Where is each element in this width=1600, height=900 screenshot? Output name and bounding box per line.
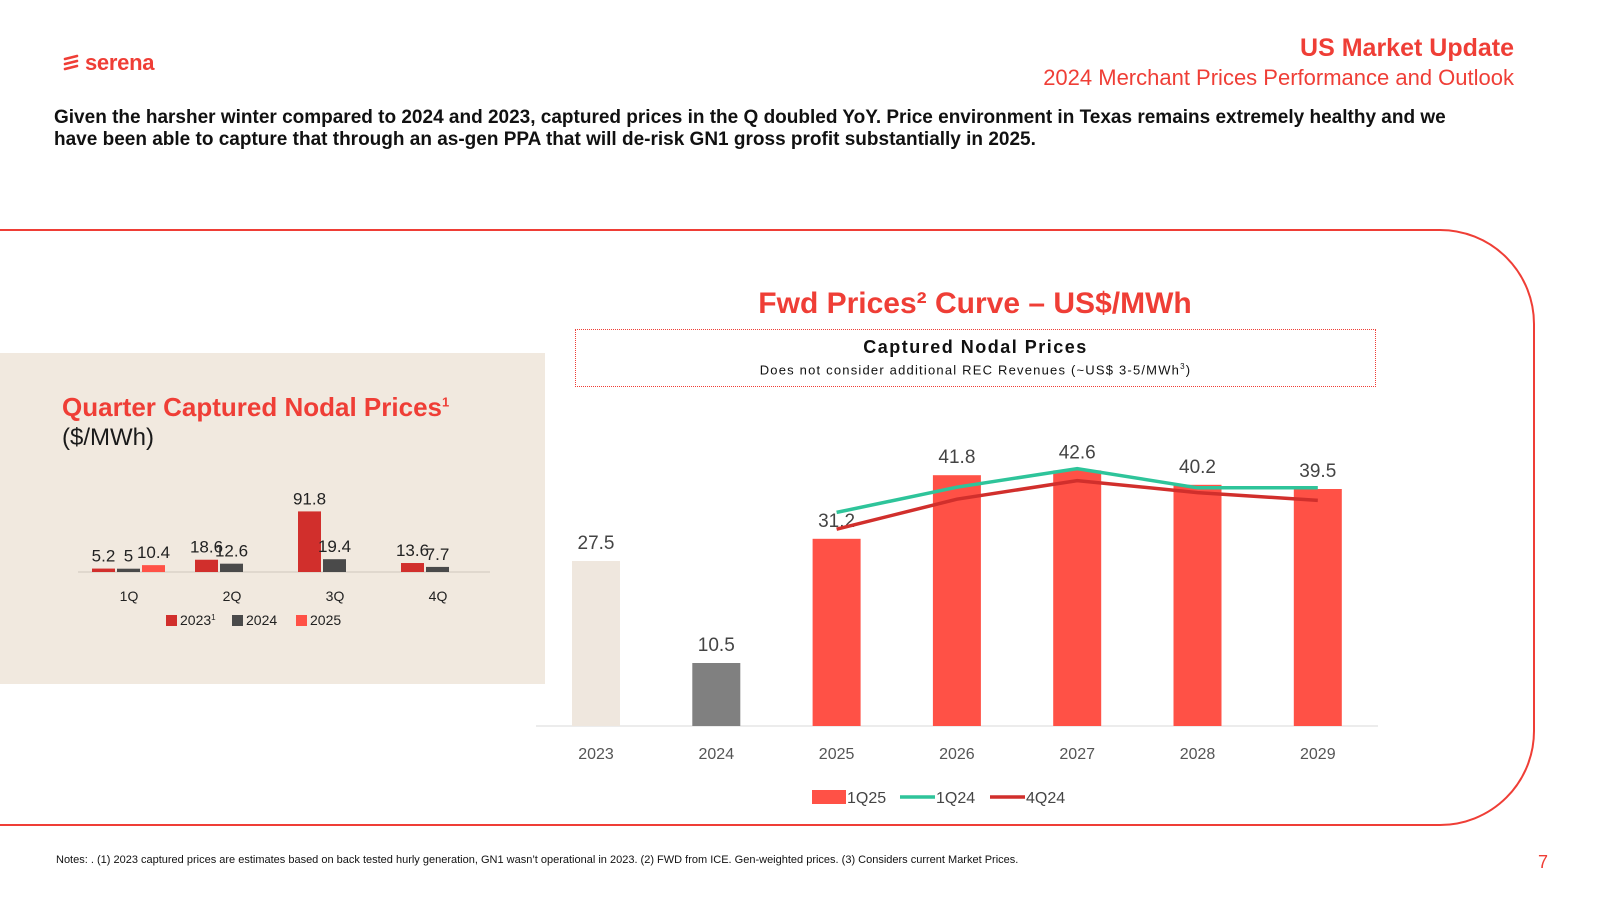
- quarter-tick-label: 3Q: [326, 588, 345, 604]
- quarter-panel: [0, 353, 545, 684]
- captured-prices-box: Captured Nodal Prices Does not consider …: [575, 329, 1376, 387]
- quarter-legend-swatch-2023: [166, 615, 177, 626]
- fwd-bar-label: 39.5: [1299, 461, 1336, 482]
- fwd-bar-2028: [1173, 484, 1222, 726]
- fwd-tick-label: 2026: [939, 746, 975, 763]
- quarter-bar-2023-3Q: [298, 511, 321, 572]
- quarter-tick-label: 2Q: [223, 588, 242, 604]
- quarter-legend-label: 20231: [180, 612, 216, 628]
- quarter-bar-label: 7.7: [426, 545, 450, 564]
- quarter-bar-label: 10.4: [137, 543, 170, 562]
- fwd-bar-label: 42.6: [1059, 442, 1096, 463]
- page-subtitle: 2024 Merchant Prices Performance and Out…: [1043, 65, 1514, 90]
- fwd-chart: 27.5202310.5202431.2202541.8202642.62027…: [536, 442, 1378, 807]
- quarter-bar-2024-3Q: [323, 559, 346, 572]
- fwd-legend-label: 1Q25: [847, 790, 886, 807]
- fwd-line-4Q24: [836, 478, 1318, 531]
- brand-logo: serena: [62, 50, 154, 76]
- fwd-legend-label: 1Q24: [936, 790, 975, 807]
- quarter-bar-label: 91.8: [293, 489, 326, 508]
- fwd-bar-label: 40.2: [1179, 457, 1216, 478]
- content-frame: [0, 229, 1535, 826]
- quarter-chart-title: Quarter Captured Nodal Prices1: [62, 392, 450, 422]
- quarter-bar-label: 5: [124, 547, 133, 566]
- fwd-bar-2025: [812, 538, 861, 726]
- quarter-bar-2023-2Q: [195, 559, 218, 572]
- quarter-bar-label: 19.4: [318, 537, 351, 556]
- fwd-legend-label: 4Q24: [1026, 790, 1065, 807]
- fwd-bar-2027: [1053, 470, 1102, 726]
- quarter-bar-2025-1Q: [142, 565, 165, 572]
- captured-box-subtitle: Does not consider additional REC Revenue…: [759, 362, 1192, 378]
- fwd-tick-label: 2027: [1059, 746, 1095, 763]
- brand-name: serena: [85, 50, 155, 75]
- quarter-legend-label: 2024: [246, 612, 277, 628]
- footnotes: Notes: . (1) 2023 captured prices are es…: [56, 854, 1019, 866]
- fwd-bar-2029: [1293, 489, 1342, 726]
- fwd-chart-title: Fwd Prices² Curve – US$/MWh: [758, 287, 1192, 320]
- quarter-bar-label: 18.6: [190, 538, 223, 557]
- fwd-bar-label: 10.5: [698, 635, 735, 656]
- serena-logo-icon: [63, 54, 79, 71]
- fwd-legend-swatch-1Q25: [812, 790, 846, 804]
- quarter-bar-label: 12.6: [215, 542, 248, 561]
- intro-text: Given the harsher winter compared to 202…: [54, 107, 1446, 150]
- quarter-bar-2024-2Q: [220, 563, 243, 572]
- quarter-legend-swatch-2024: [232, 615, 243, 626]
- quarter-bar-2024-4Q: [426, 566, 449, 572]
- quarter-bar-label: 13.6: [396, 541, 429, 560]
- fwd-tick-label: 2023: [578, 746, 614, 763]
- quarter-bar-2023-4Q: [401, 563, 424, 572]
- quarter-chart: 5.2 5 10.4 1Q 18.612.6 2Q 91.8 19.4 3Q 13.67.7 4Q 2…: [78, 489, 490, 628]
- fwd-bar-label: 27.5: [578, 533, 615, 554]
- fwd-bar-2026: [932, 475, 981, 726]
- captured-box-title: Captured Nodal Prices: [863, 337, 1088, 357]
- quarter-bar-2024-1Q: [117, 568, 140, 572]
- header: US Market Update 2024 Merchant Prices Pe…: [1043, 34, 1514, 91]
- fwd-bar-label: 41.8: [938, 447, 975, 468]
- quarter-chart-unit: ($/MWh): [62, 424, 154, 451]
- quarter-bar-label: 5.2: [92, 547, 116, 566]
- quarter-tick-label: 1Q: [120, 588, 139, 604]
- quarter-legend-swatch-2025: [296, 615, 307, 626]
- fwd-bar-2023: [572, 561, 620, 726]
- fwd-tick-label: 2028: [1180, 746, 1216, 763]
- fwd-bar-2024: [692, 663, 741, 726]
- quarter-tick-label: 4Q: [429, 588, 448, 604]
- page-title: US Market Update: [1300, 34, 1514, 62]
- fwd-tick-label: 2025: [819, 746, 855, 763]
- fwd-tick-label: 2024: [699, 746, 735, 763]
- fwd-line-1Q24: [836, 466, 1318, 515]
- quarter-bar-2023-1Q: [92, 568, 115, 572]
- quarter-legend-label: 2025: [310, 612, 341, 628]
- page-number: 7: [1537, 852, 1548, 872]
- fwd-tick-label: 2029: [1300, 746, 1336, 763]
